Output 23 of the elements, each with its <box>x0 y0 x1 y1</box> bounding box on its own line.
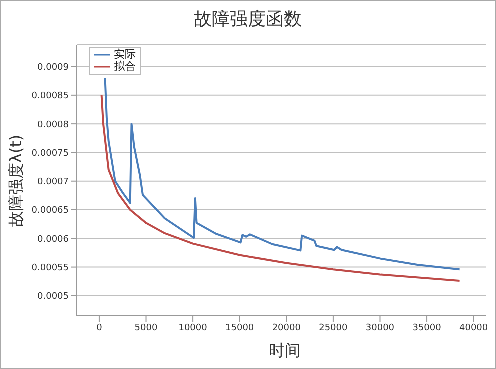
y-tick-label: 0.00085 <box>32 92 69 102</box>
y-tick-label: 0.00075 <box>32 148 69 159</box>
x-tick-label: 10000 <box>178 323 208 334</box>
y-axis-title: 故障强度λ(t) <box>6 134 26 228</box>
x-axis-title: 时间 <box>268 341 302 362</box>
x-tick-label: 15000 <box>226 323 254 334</box>
x-tick-label: 25000 <box>319 323 348 334</box>
y-tick-label: 0.0005 <box>38 292 69 302</box>
legend-label: 拟合 <box>114 60 136 73</box>
x-tick-label: 0 <box>96 323 103 334</box>
y-tick-label: 0.00055 <box>32 263 69 274</box>
y-tick-label: 0.0007 <box>38 178 69 188</box>
x-tick-label: 35000 <box>412 323 442 334</box>
x-tick-label: 30000 <box>366 323 395 334</box>
y-tick-label: 0.00065 <box>32 206 69 216</box>
y-tick-label: 0.0009 <box>38 62 70 73</box>
x-tick-label: 20000 <box>272 323 302 334</box>
chart-title: 故障强度函数 <box>193 8 303 31</box>
y-tick-label: 0.0006 <box>38 234 70 245</box>
x-tick-label: 5000 <box>134 323 158 334</box>
legend-label: 实际 <box>114 48 136 61</box>
x-tick-label: 40000 <box>460 323 488 334</box>
y-tick-label: 0.0008 <box>38 120 70 130</box>
